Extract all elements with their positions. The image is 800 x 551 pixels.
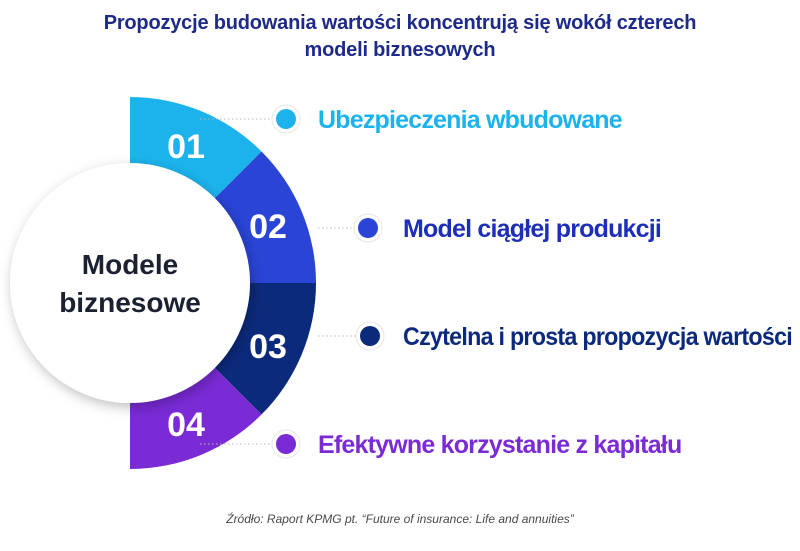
model-label-01: Ubezpieczenia wbudowane	[318, 106, 623, 134]
page-title: Propozycje budowania wartości koncentruj…	[0, 10, 800, 64]
connector-lines	[200, 118, 356, 445]
title-line-1: Propozycje budowania wartości koncentruj…	[103, 12, 697, 34]
ring-segments	[130, 97, 316, 469]
segment-number-02: 02	[249, 208, 287, 246]
center-label-line-2: biznesowe	[59, 287, 201, 318]
ring-segment-03	[207, 283, 316, 415]
ring-segment-04	[130, 360, 262, 469]
model-label-04: Efektywne korzystanie z kapitału	[318, 431, 681, 459]
light-blue-dot-icon	[276, 109, 296, 129]
segment-numbers: 01 02 03 04	[167, 128, 287, 444]
segment-number-03: 03	[249, 328, 287, 366]
segment-number-04: 04	[167, 406, 205, 444]
model-list: Ubezpieczenia wbudowane Model ciągłej pro…	[271, 104, 793, 459]
center-label-line-1: Modele	[82, 249, 178, 280]
title-line-2: modeli biznesowych	[304, 39, 496, 61]
center-circle	[10, 163, 250, 403]
ring-segment-02	[207, 151, 316, 283]
navy-dot-icon	[360, 326, 380, 346]
segment-number-01: 01	[167, 128, 205, 166]
source-note: Źródło: Raport KPMG pt. “Future of insur…	[226, 512, 574, 526]
blue-dot-icon	[358, 218, 378, 238]
ring-segment-01	[130, 97, 262, 206]
purple-dot-icon	[276, 434, 296, 454]
model-label-02: Model ciągłej produkcji	[403, 215, 661, 243]
model-label-03: Czytelna i prosta propozycja wartości	[403, 323, 792, 351]
